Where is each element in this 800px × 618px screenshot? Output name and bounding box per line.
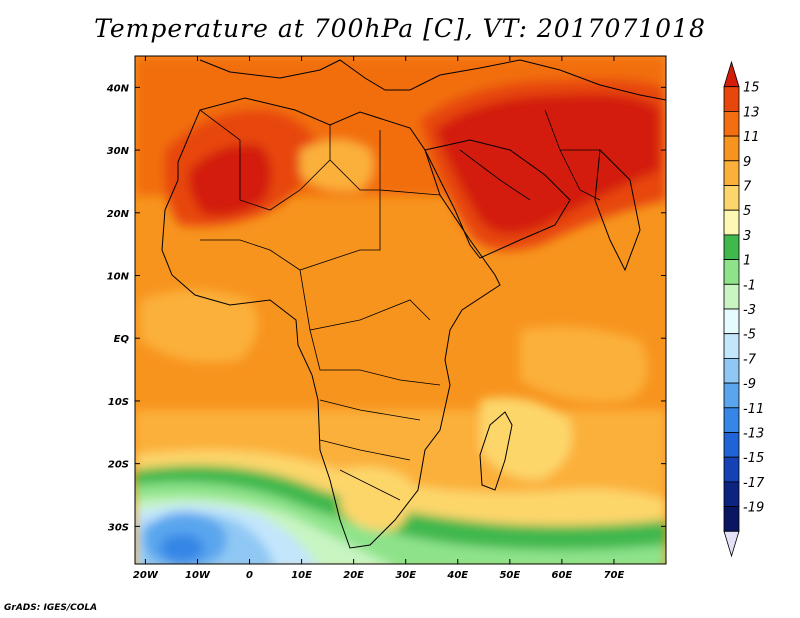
lon-tick-label: 50E [499, 570, 520, 581]
coastlines [161, 59, 666, 549]
colorbar-label: -9 [743, 377, 756, 392]
colorbar-segment [723, 259, 740, 285]
lon-tick-label: 0 [246, 570, 253, 581]
colorbar-segment [723, 357, 740, 384]
colorbar-label: 9 [743, 155, 751, 170]
colorbar-segment [723, 185, 740, 211]
colorbar-label: -13 [743, 427, 764, 442]
colorbar-label: -5 [743, 328, 756, 343]
colorbar-label: -11 [743, 402, 764, 417]
colorbar-segment [723, 481, 740, 507]
colorbar-label: -3 [743, 303, 756, 318]
axis-ticks: 20W 10W 0 10E 20E 30E 40E 50E 60E 70E 40N 30N 20N 10N… [106, 56, 666, 581]
temperature-field [135, 56, 666, 564]
lon-tick-label: 20W [133, 570, 159, 581]
map-title: Temperature at 700hPa [C], VT: 201707101… [94, 14, 706, 43]
colorbar-segment [723, 456, 740, 483]
colorbar-segment [723, 407, 740, 433]
lon-tick-label: 70E [604, 570, 625, 581]
colorbar-label: 5 [743, 204, 751, 219]
lon-tick-label: 10W [185, 570, 211, 581]
colorbar-label: 3 [743, 229, 751, 244]
colorbar-label: -15 [743, 451, 764, 466]
colorbar-label: -7 [743, 352, 757, 367]
colorbar-label: 13 [743, 105, 760, 120]
map-frame [134, 55, 667, 565]
colorbar-segment [723, 506, 740, 532]
lat-tick-label: 30N [107, 146, 130, 157]
lon-tick-label: 30E [395, 570, 416, 581]
colorbar-label: 7 [743, 180, 752, 195]
lat-tick-label: 30S [108, 522, 129, 533]
colorbar-segment [723, 308, 740, 335]
colorbar-segment [723, 209, 740, 236]
lat-tick-label: 20S [108, 460, 129, 471]
colorbar-segment [723, 111, 740, 137]
colorbar-segment [723, 333, 740, 359]
colorbar-segment [723, 432, 740, 458]
lat-tick-label: 40N [106, 83, 130, 94]
lon-tick-label: 10E [291, 570, 312, 581]
colorbar-label: 15 [743, 81, 760, 96]
lat-tick-label: EQ [114, 334, 130, 345]
lon-tick-label: 20E [343, 570, 364, 581]
colorbar-segment [723, 60, 740, 88]
colorbar-segment [723, 382, 740, 409]
colorbar-label: -17 [743, 476, 765, 491]
lon-tick-label: 40E [446, 570, 468, 581]
colorbar: 15 13 11 9 7 5 3 1 -1 -3 -5 -7 -9 -11 -13 -15 -17 -19 [723, 60, 765, 558]
colorbar-label: 1 [743, 254, 751, 269]
colorbar-label: -1 [743, 278, 756, 293]
grads-credit: GrADS: IGES/COLA [4, 603, 98, 613]
colorbar-label: 11 [743, 130, 760, 145]
colorbar-label: -19 [743, 501, 764, 516]
lat-tick-label: 10S [108, 397, 129, 408]
colorbar-segment [723, 135, 740, 162]
colorbar-segment [723, 283, 740, 310]
lat-tick-label: 10N [107, 272, 130, 283]
colorbar-segment [723, 234, 740, 260]
lat-tick-label: 20N [107, 209, 130, 220]
lon-tick-label: 60E [552, 570, 573, 581]
colorbar-segment [723, 160, 740, 186]
colorbar-segment [723, 86, 740, 112]
colorbar-segment [723, 530, 740, 558]
country-borders [199, 109, 601, 501]
